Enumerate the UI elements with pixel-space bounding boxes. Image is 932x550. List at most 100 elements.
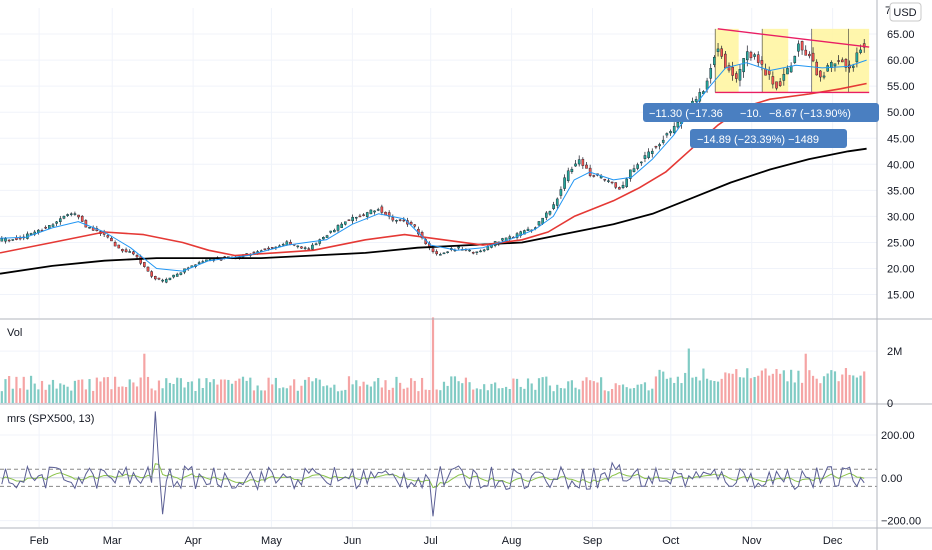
volume-bar (252, 390, 256, 403)
candle (815, 61, 819, 76)
volume-bar (325, 385, 329, 403)
volume-bar (73, 380, 77, 403)
volume-bar (811, 375, 815, 403)
volume-bar (589, 380, 592, 403)
candle (859, 49, 862, 53)
volume-bar (110, 389, 113, 403)
volume-bar (424, 389, 427, 403)
candle (77, 214, 80, 218)
price-tick-label: 35.00 (887, 185, 915, 197)
volume-bar (497, 388, 500, 403)
candle (811, 52, 815, 62)
volume-bar (165, 378, 168, 403)
candle (11, 239, 15, 241)
candle (756, 54, 760, 63)
candle (555, 198, 559, 206)
volume-bar (187, 381, 190, 403)
candle (157, 277, 161, 280)
candle (270, 247, 274, 249)
candle (731, 66, 734, 76)
candle (369, 209, 373, 215)
candle (161, 279, 164, 282)
volume-bar (468, 382, 471, 403)
volume-bar (402, 388, 405, 403)
volume-bar (625, 387, 628, 403)
volume-bar (705, 378, 709, 403)
volume-bar (687, 348, 690, 403)
candle (435, 251, 438, 255)
candle (749, 51, 753, 59)
candle (354, 217, 358, 219)
volume-bar (479, 389, 482, 403)
candle (154, 276, 157, 280)
currency-label: USD (893, 7, 916, 19)
candle (373, 210, 376, 213)
volume-bar (409, 378, 413, 403)
time-tick-label: Apr (185, 535, 202, 547)
candle (862, 43, 866, 48)
volume-bar (333, 384, 336, 403)
candle (318, 239, 322, 244)
volume-bar (446, 385, 449, 403)
volume-bar (179, 378, 182, 403)
candle (358, 215, 362, 218)
volume-bar (55, 388, 58, 403)
candle (365, 212, 369, 217)
candle (698, 92, 702, 102)
volume-bar (508, 389, 511, 403)
volume-bar (380, 387, 383, 403)
measure-labels: −11.30 (−17.36 −10. −8.67 (−13.90%) −14.89 … (643, 103, 879, 148)
price-tick-label: 15.00 (887, 290, 915, 302)
volume-bar (19, 388, 22, 403)
candle (709, 68, 713, 79)
volume-bar (285, 388, 288, 403)
candle (344, 221, 347, 225)
volume-bar (234, 380, 237, 403)
volume-bar (494, 382, 497, 403)
candle (84, 220, 88, 228)
candle (753, 54, 756, 57)
volume-bar (70, 390, 73, 403)
candle (840, 59, 844, 63)
volume-bar (139, 377, 142, 403)
highlight-zone (715, 28, 739, 93)
candle (526, 228, 530, 231)
candle (143, 262, 146, 267)
volume-bar (771, 373, 774, 403)
volume-bar (746, 368, 749, 403)
volume-bar (249, 377, 252, 403)
volume-bar (40, 380, 44, 403)
volume-bar (691, 377, 694, 403)
volume-bar (636, 384, 639, 403)
volume-bar (194, 390, 197, 403)
candle (391, 217, 395, 221)
volume-bar (501, 388, 504, 403)
volume-bar (143, 353, 146, 403)
candle (121, 249, 124, 252)
candle (640, 161, 643, 164)
candle (252, 251, 256, 254)
volume-bar (559, 388, 563, 403)
volume-bar (358, 386, 362, 403)
time-tick-label: Sep (583, 535, 603, 547)
grid-lines (0, 8, 877, 527)
candle (822, 75, 826, 78)
candle (322, 237, 325, 240)
volume-bar (150, 388, 153, 403)
candle (669, 131, 672, 134)
volume-bar (830, 370, 833, 403)
candle (175, 273, 179, 277)
candle (172, 274, 175, 278)
volume-bar (311, 381, 314, 403)
candle (581, 158, 585, 166)
candle (559, 189, 563, 196)
volume-bar (490, 383, 493, 403)
candle (475, 251, 479, 253)
currency-button[interactable] (889, 2, 922, 22)
candle (672, 125, 676, 133)
volume-bar (768, 375, 771, 403)
volume-bar (161, 388, 164, 403)
volume-bar (377, 377, 380, 403)
candle (471, 252, 475, 254)
